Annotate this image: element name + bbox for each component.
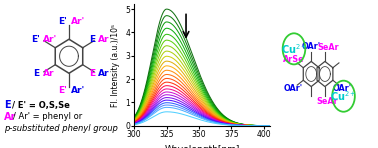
Text: E: E <box>89 69 95 78</box>
Text: SeAr: SeAr <box>316 97 338 106</box>
Text: Ar: Ar <box>4 112 17 122</box>
Text: Cu$^{2+}$: Cu$^{2+}$ <box>330 89 357 103</box>
Text: SeAr: SeAr <box>318 43 339 52</box>
Text: Ar: Ar <box>43 69 54 78</box>
Text: Ar': Ar' <box>71 86 85 95</box>
Text: p-substituted phenyl group: p-substituted phenyl group <box>4 124 118 133</box>
X-axis label: Wavelength[nm]: Wavelength[nm] <box>164 145 240 148</box>
Text: OAr': OAr' <box>284 84 303 93</box>
Text: OAr': OAr' <box>302 42 321 51</box>
Text: / E' = O,S,Se: / E' = O,S,Se <box>12 101 70 110</box>
Text: Ar: Ar <box>98 69 110 78</box>
Text: OAr': OAr' <box>333 84 352 92</box>
Text: Ar': Ar' <box>43 35 57 44</box>
Y-axis label: Fl. Intensity (a.u.)/10⁵: Fl. Intensity (a.u.)/10⁵ <box>111 24 119 107</box>
Text: E: E <box>4 100 11 110</box>
Text: E': E' <box>59 17 67 26</box>
Text: Cu$^{2+}$: Cu$^{2+}$ <box>280 42 307 56</box>
Text: E': E' <box>59 86 67 95</box>
Text: ArSe: ArSe <box>283 56 304 64</box>
Text: E': E' <box>31 35 40 44</box>
Text: Ar: Ar <box>98 35 110 44</box>
Text: E: E <box>89 35 95 44</box>
Text: Ar': Ar' <box>71 17 85 26</box>
Text: E: E <box>34 69 40 78</box>
Text: / Ar' = phenyl or: / Ar' = phenyl or <box>13 112 82 121</box>
